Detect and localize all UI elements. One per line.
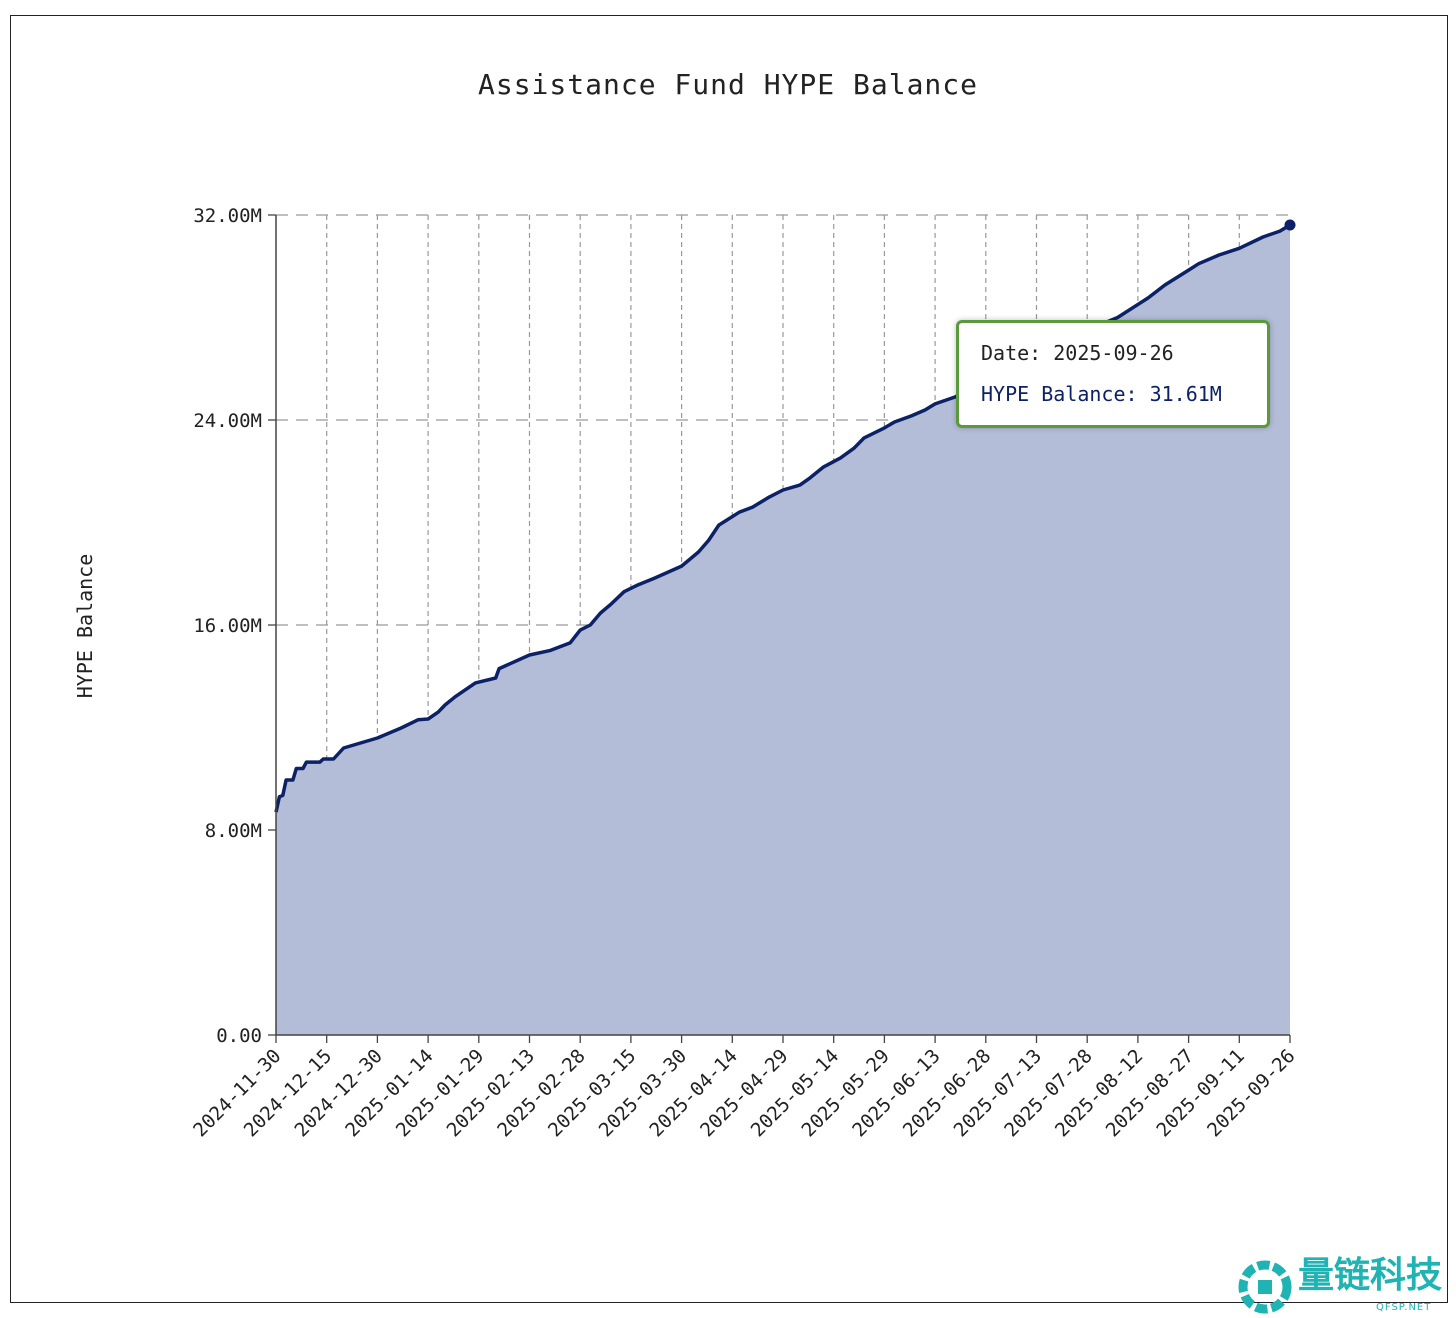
chart-frame bbox=[10, 15, 1448, 1303]
y-tick-label: 32.00M bbox=[193, 205, 262, 227]
watermark-logo: 量链科技 QFSP.NET bbox=[1236, 1256, 1456, 1318]
tooltip: Date: 2025-09-26 HYPE Balance: 31.61M bbox=[956, 320, 1270, 428]
tooltip-date: Date: 2025-09-26 bbox=[981, 341, 1174, 365]
watermark-icon bbox=[1238, 1260, 1292, 1314]
watermark-subtext: QFSP.NET bbox=[1376, 1302, 1432, 1313]
hover-point[interactable] bbox=[1284, 219, 1296, 231]
watermark-text: 量链科技 bbox=[1298, 1255, 1443, 1296]
y-tick-label: 0.00 bbox=[216, 1025, 262, 1047]
y-tick-label: 16.00M bbox=[193, 615, 262, 637]
y-tick-label: 8.00M bbox=[205, 820, 262, 842]
y-tick-label: 24.00M bbox=[193, 410, 262, 432]
chart-title: Assistance Fund HYPE Balance bbox=[478, 68, 978, 101]
tooltip-value: HYPE Balance: 31.61M bbox=[981, 382, 1222, 406]
y-axis-label: HYPE Balance bbox=[73, 554, 97, 699]
